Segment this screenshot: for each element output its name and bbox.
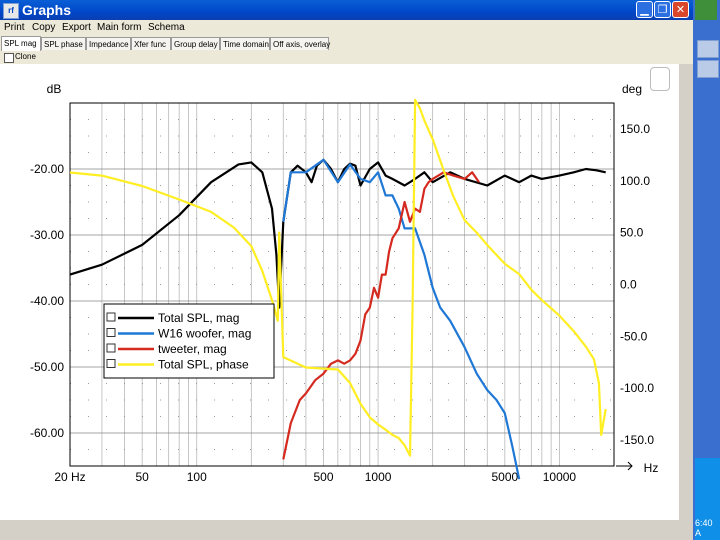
tab-spl-phase[interactable]: SPL phase bbox=[41, 37, 86, 50]
plot-corner-button[interactable] bbox=[650, 67, 670, 91]
tray-clock: 6:40 A bbox=[695, 518, 713, 538]
x-tick-label: 10000 bbox=[543, 470, 577, 484]
legend-checkbox bbox=[106, 312, 116, 322]
system-tray bbox=[695, 458, 720, 540]
tab-xfer-func[interactable]: Xfer func bbox=[131, 37, 171, 50]
y-tick-label: -50.00 bbox=[30, 360, 64, 374]
clone-checkbox[interactable] bbox=[4, 53, 14, 63]
tab-bar: SPL mag SPL phase Impedance Xfer func Group … bbox=[0, 36, 693, 51]
tab-group-delay[interactable]: Group delay bbox=[171, 37, 220, 50]
tab-spl-mag[interactable]: SPL mag bbox=[1, 36, 41, 51]
menu-export[interactable]: Export bbox=[62, 22, 91, 33]
minimize-icon: ▁ bbox=[640, 4, 649, 16]
series-line-tweeter-mag bbox=[282, 171, 480, 460]
y2-tick-label: -50.0 bbox=[620, 329, 648, 343]
x-tick-label: 20 Hz bbox=[54, 470, 85, 484]
series-line-total-spl-mag bbox=[69, 158, 606, 309]
x-axis-arrow-icon bbox=[616, 461, 633, 471]
y-tick-label: -30.00 bbox=[30, 228, 64, 242]
legend-label: Total SPL, mag bbox=[158, 311, 239, 325]
y-axis-label: dB bbox=[47, 82, 62, 96]
y2-tick-label: 100.0 bbox=[620, 174, 650, 188]
x-tick-label: 5000 bbox=[491, 470, 518, 484]
menu-bar: Print Copy Export Main form Schema bbox=[0, 20, 693, 36]
y-tick-label: -40.00 bbox=[30, 294, 64, 308]
minimize-button[interactable]: ▁ bbox=[636, 1, 653, 18]
y2-tick-label: 0.0 bbox=[620, 278, 637, 292]
spl-chart: -20.00 -30.00 -40.00 -50.00 -60.00 150.0 100.0… bbox=[30, 82, 659, 484]
clone-bar: Clone bbox=[0, 51, 693, 64]
x-tick-label: 50 bbox=[135, 470, 149, 484]
desktop-tile2-icon[interactable] bbox=[697, 60, 719, 78]
y2-tick-label: 50.0 bbox=[620, 226, 644, 240]
maximize-button[interactable]: ❐ bbox=[654, 1, 671, 18]
desktop-logo-icon bbox=[695, 0, 717, 20]
desktop-tile-icon[interactable] bbox=[697, 40, 719, 58]
plot-area: -20.00 -30.00 -40.00 -50.00 -60.00 150.0 100.0… bbox=[0, 64, 679, 520]
x-tick-label: 500 bbox=[313, 470, 333, 484]
y2-axis-label: deg bbox=[622, 82, 642, 96]
desktop-side-panel bbox=[693, 0, 720, 540]
legend-checkbox bbox=[106, 328, 116, 337]
y-tick-label: -60.00 bbox=[30, 426, 64, 440]
y-tick-label: -20.00 bbox=[30, 162, 64, 176]
tab-time-domain[interactable]: Time domain bbox=[220, 37, 270, 50]
legend-checkbox bbox=[106, 343, 116, 353]
series-line-w16-woofer-mag bbox=[282, 158, 521, 480]
y2-tick-label: -150.0 bbox=[620, 433, 654, 447]
x-tick-label: 100 bbox=[187, 470, 207, 484]
x-tick-label: 1000 bbox=[365, 470, 392, 484]
title-bar[interactable]: rf Graphs ▁ ❐ ✕ bbox=[0, 0, 693, 20]
x-axis-label: Hz bbox=[644, 461, 659, 475]
menu-schema[interactable]: Schema bbox=[148, 22, 185, 33]
menu-print[interactable]: Print bbox=[4, 22, 25, 33]
y2-tick-label: 150.0 bbox=[620, 122, 650, 136]
y2-tick-label: -100.0 bbox=[620, 381, 654, 395]
tab-off-axis-overlay[interactable]: Off axis, overlay bbox=[270, 37, 330, 50]
menu-main-form[interactable]: Main form bbox=[97, 22, 142, 33]
legend-label: tweeter, mag bbox=[158, 342, 227, 356]
app-icon: rf bbox=[3, 3, 19, 19]
series-line-total-spl-phase bbox=[69, 98, 607, 457]
tab-impedance[interactable]: Impedance bbox=[86, 37, 131, 50]
close-button[interactable]: ✕ bbox=[672, 1, 689, 18]
legend-checkbox bbox=[106, 359, 116, 368]
legend-label: W16 woofer, mag bbox=[158, 327, 251, 341]
plot-border bbox=[69, 102, 615, 467]
menu-copy[interactable]: Copy bbox=[32, 22, 56, 33]
window-title: Graphs bbox=[22, 2, 72, 18]
plot-background bbox=[70, 103, 614, 466]
legend-label: Total SPL, phase bbox=[158, 358, 249, 372]
clone-label: Clone bbox=[15, 52, 36, 61]
maximize-icon: ❐ bbox=[657, 4, 668, 16]
close-icon: ✕ bbox=[675, 4, 686, 16]
